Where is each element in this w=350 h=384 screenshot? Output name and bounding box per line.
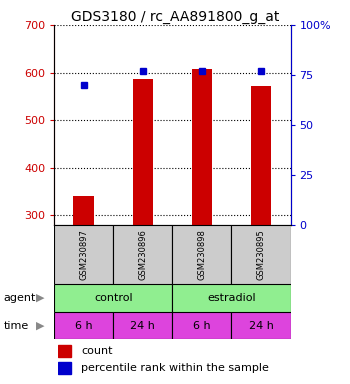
Text: ▶: ▶ (36, 293, 44, 303)
Bar (172, 225, 231, 284)
Bar (58, 345, 70, 357)
Bar (54, 312, 113, 339)
Text: 6 h: 6 h (193, 321, 211, 331)
Bar (251, 86, 271, 225)
Text: agent: agent (4, 293, 36, 303)
Bar (231, 312, 290, 339)
Text: 6 h: 6 h (75, 321, 93, 331)
Text: GSM230898: GSM230898 (197, 229, 206, 280)
Text: GSM230897: GSM230897 (79, 229, 88, 280)
Bar (172, 312, 231, 339)
Text: count: count (81, 346, 113, 356)
Text: GSM230895: GSM230895 (257, 229, 265, 280)
Text: time: time (4, 321, 29, 331)
Bar (113, 312, 172, 339)
Text: control: control (94, 293, 133, 303)
Bar (133, 79, 153, 225)
Bar (54, 284, 172, 312)
Text: GDS3180 / rc_AA891800_g_at: GDS3180 / rc_AA891800_g_at (71, 10, 279, 23)
Text: 24 h: 24 h (248, 321, 273, 331)
Bar (172, 284, 290, 312)
Text: estradiol: estradiol (207, 293, 256, 303)
Text: GSM230896: GSM230896 (138, 229, 147, 280)
Bar (54, 225, 113, 284)
Bar (74, 196, 94, 225)
Bar (58, 362, 70, 374)
Text: percentile rank within the sample: percentile rank within the sample (81, 363, 269, 373)
Text: ▶: ▶ (36, 321, 44, 331)
Bar (113, 225, 172, 284)
Text: 24 h: 24 h (131, 321, 155, 331)
Bar (191, 69, 212, 225)
Bar (231, 225, 290, 284)
